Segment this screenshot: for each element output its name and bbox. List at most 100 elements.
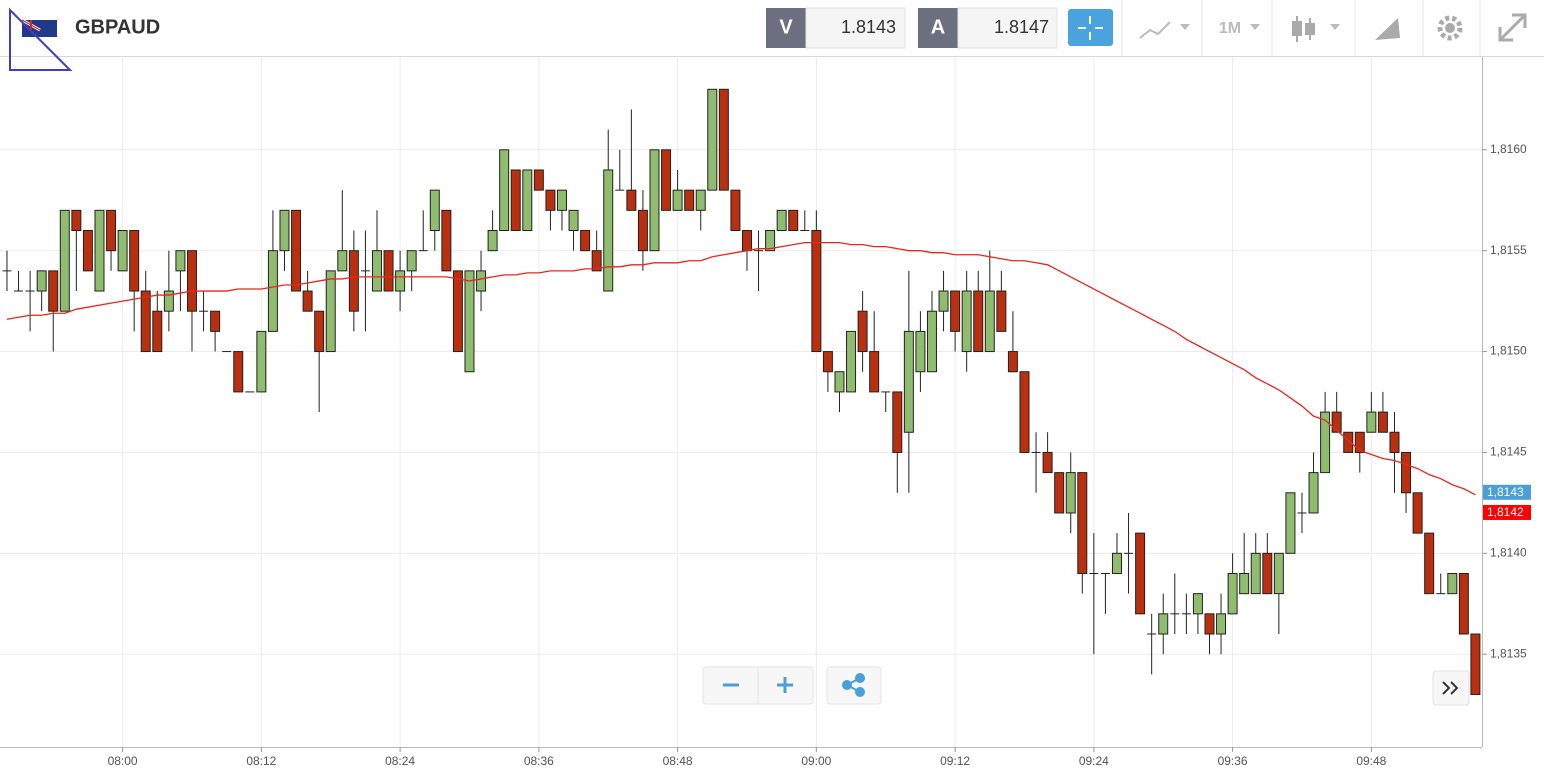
candle-body xyxy=(741,230,752,252)
candle-body xyxy=(71,209,82,232)
scroll-end-button[interactable] xyxy=(1432,670,1470,706)
x-tick-label: 09:24 xyxy=(1079,754,1109,768)
candle-body xyxy=(291,209,302,292)
candle-body xyxy=(730,189,741,232)
candle-body xyxy=(857,310,868,353)
settings-icon[interactable] xyxy=(1437,15,1463,41)
candle-body xyxy=(1158,613,1169,635)
candle-body xyxy=(175,250,186,272)
candle-body xyxy=(1320,411,1331,474)
candle-body xyxy=(580,230,591,252)
draw-icon[interactable] xyxy=(1375,18,1400,40)
candle-body xyxy=(765,230,776,252)
candle-body xyxy=(210,310,221,332)
plot-area: 1,8135 1,8140 1,8145 1,8150 1,8155 1,8160 08:0… xyxy=(0,57,1531,768)
candle-body xyxy=(106,209,117,252)
candle-body xyxy=(325,270,336,353)
selection-marker xyxy=(9,7,73,71)
price-marker xyxy=(1483,504,1531,520)
candle-icon[interactable] xyxy=(1292,16,1315,42)
candle-body xyxy=(1135,532,1146,615)
dropdown-arrow xyxy=(1330,24,1340,30)
fullscreen-icon[interactable] xyxy=(1498,13,1527,42)
bid-box[interactable] xyxy=(805,7,906,49)
candle-body xyxy=(464,270,475,373)
candle-body xyxy=(1343,431,1354,453)
share-icon xyxy=(842,673,865,697)
candle-body xyxy=(996,290,1007,332)
period[interactable]: 1M xyxy=(1219,20,1241,37)
candle-body xyxy=(441,209,452,272)
candle-body xyxy=(1412,492,1423,534)
bid-price: 1.8143 xyxy=(841,17,896,37)
dropdown-arrow xyxy=(1250,24,1260,30)
candle-body xyxy=(383,250,394,292)
share-button[interactable] xyxy=(826,666,882,705)
candle-body xyxy=(82,230,93,272)
symbol[interactable]: GBPAUD xyxy=(75,16,160,38)
candle-body xyxy=(233,351,244,393)
ask-label: A xyxy=(931,16,945,38)
candle-body xyxy=(1424,532,1435,595)
candle-body xyxy=(1354,431,1365,453)
candle-body xyxy=(371,250,382,292)
candle-body xyxy=(788,209,799,232)
candle-body xyxy=(822,351,833,373)
candle-body xyxy=(1401,451,1412,494)
candle-body xyxy=(869,351,880,393)
scroll-end-icon xyxy=(1442,681,1459,695)
price-marker-label: 1,8143 xyxy=(1487,485,1524,499)
candle-body xyxy=(314,310,325,353)
candle-body xyxy=(129,230,140,292)
candle-body xyxy=(637,209,648,252)
y-tick-label: 1,8150 xyxy=(1490,344,1527,358)
candle-body xyxy=(533,169,544,191)
candle-body xyxy=(36,270,47,292)
crosshair-button[interactable] xyxy=(1068,9,1113,46)
candle-body xyxy=(395,270,406,292)
x-tick-label: 08:12 xyxy=(246,754,276,768)
candle-body xyxy=(1285,492,1296,554)
candle-body xyxy=(163,290,174,312)
candle-body xyxy=(834,371,845,393)
candle-body xyxy=(846,330,857,393)
candle-body xyxy=(707,88,718,191)
candle-body xyxy=(776,209,787,232)
candle-body xyxy=(59,209,70,312)
candle-body xyxy=(348,250,359,312)
header: GBPAUD V 1.8143 A 1.8147 1M xyxy=(0,0,1544,71)
candle-body xyxy=(950,290,961,332)
candle-body xyxy=(1077,472,1088,574)
candle-body xyxy=(1331,411,1342,433)
candle-body xyxy=(487,230,498,252)
bid-label-box xyxy=(766,8,806,48)
candle-body xyxy=(1458,572,1469,635)
crosshair-icon xyxy=(1078,16,1103,40)
candle-body xyxy=(522,169,533,232)
candle-body xyxy=(892,391,903,453)
candle-body xyxy=(140,290,151,353)
settings-icon-core xyxy=(1445,23,1455,33)
ask-box[interactable] xyxy=(957,7,1058,49)
candle-body xyxy=(1204,613,1215,635)
candle-body xyxy=(672,189,683,211)
price-marker-label: 1,8142 xyxy=(1487,505,1524,519)
candle-body xyxy=(568,209,579,232)
zoom-in[interactable] xyxy=(777,677,793,693)
candle-body xyxy=(452,270,463,353)
candle-body xyxy=(94,209,105,292)
chart-type-icon[interactable] xyxy=(1139,21,1171,39)
candle-body xyxy=(903,330,914,433)
candle-body xyxy=(1470,633,1481,696)
x-tick-label: 09:00 xyxy=(801,754,831,768)
x-tick-label: 09:12 xyxy=(940,754,970,768)
moving-average-line xyxy=(6,241,1476,496)
candle-body xyxy=(1065,472,1076,514)
candle-body xyxy=(1192,593,1203,615)
candle-body xyxy=(186,250,197,312)
candle-body xyxy=(1308,472,1319,514)
price-marker xyxy=(1483,484,1531,500)
y-tick-label: 1,8160 xyxy=(1490,142,1527,156)
